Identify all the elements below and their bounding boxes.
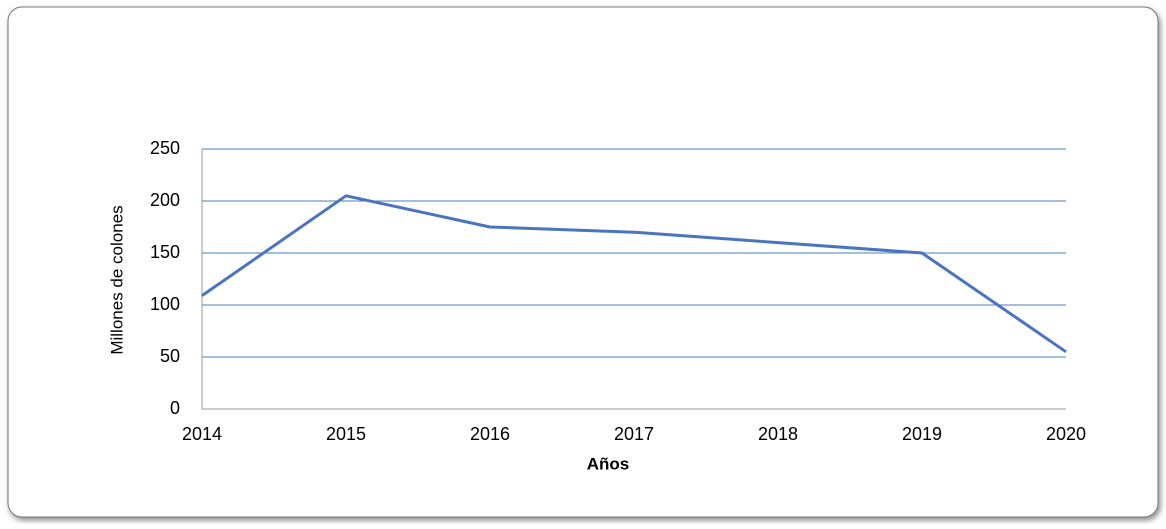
data-line bbox=[201, 194, 1067, 354]
y-tick-label: 150 bbox=[150, 242, 180, 262]
x-axis-label: Años bbox=[587, 454, 630, 473]
x-tick-label: 2017 bbox=[614, 424, 654, 444]
x-tick-label: 2014 bbox=[182, 424, 222, 444]
y-tick-label: 250 bbox=[150, 138, 180, 158]
x-tick-label: 2018 bbox=[758, 424, 798, 444]
x-tick-label: 2016 bbox=[470, 424, 510, 444]
y-tick-label: 0 bbox=[170, 398, 180, 418]
x-tick-label: 2020 bbox=[1046, 424, 1086, 444]
y-tick-label: 100 bbox=[150, 294, 180, 314]
x-tick-label: 2015 bbox=[326, 424, 366, 444]
y-axis-label: Millones de colones bbox=[107, 205, 126, 354]
x-tick-label: 2019 bbox=[902, 424, 942, 444]
chart-frame bbox=[7, 6, 1159, 518]
y-tick-label: 50 bbox=[160, 346, 180, 366]
y-tick-label: 200 bbox=[150, 190, 180, 210]
